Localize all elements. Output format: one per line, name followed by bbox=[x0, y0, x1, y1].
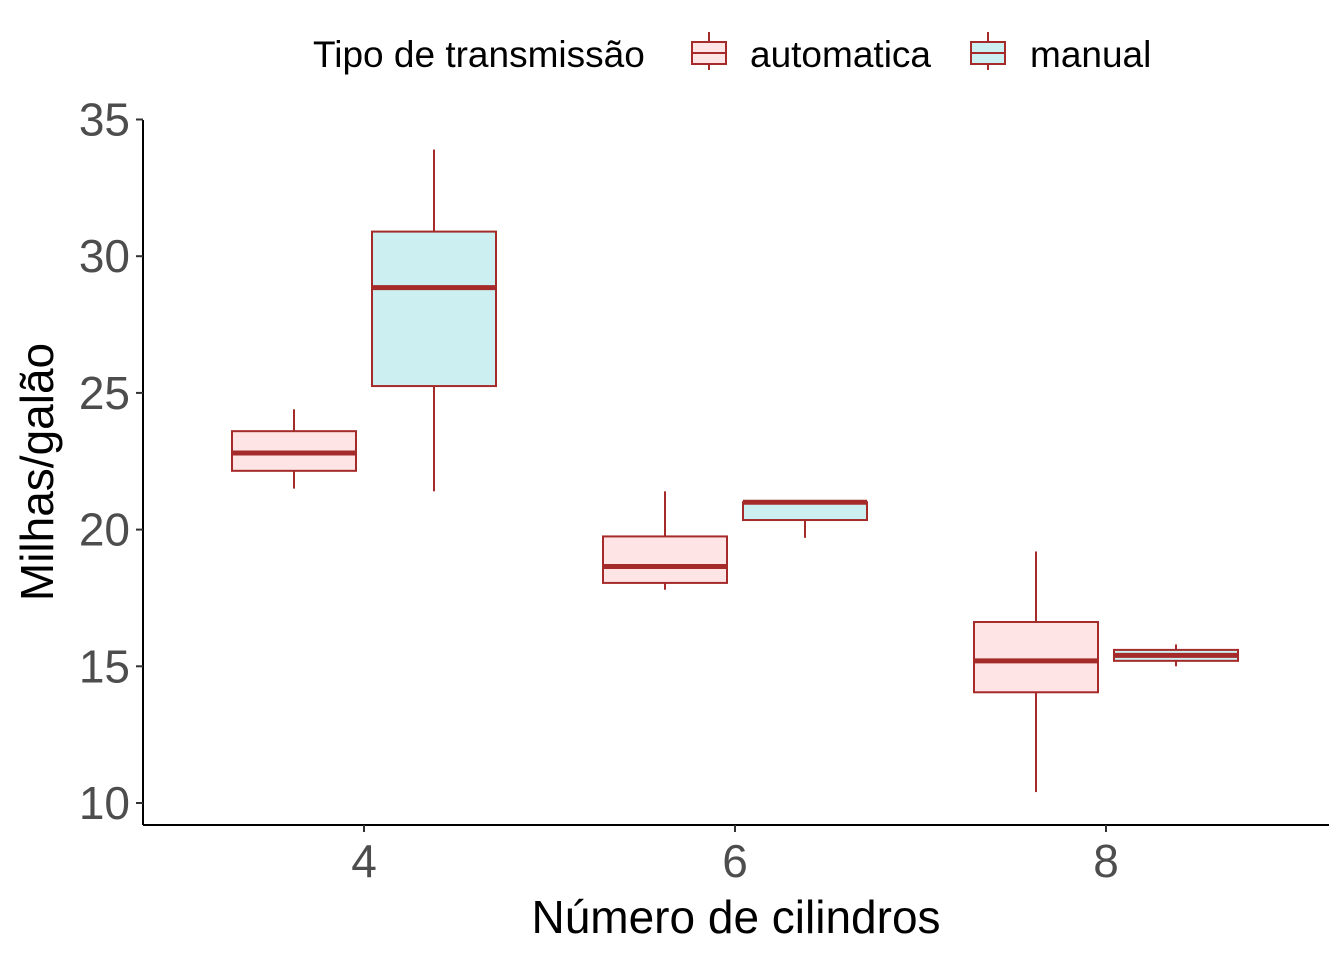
legend-label-automatica: automatica bbox=[750, 34, 931, 75]
y-tick-label: 10 bbox=[79, 777, 130, 829]
iqr-box bbox=[973, 621, 1099, 694]
y-axis-title: Milhas/galão bbox=[11, 343, 63, 601]
box-automatica-6 bbox=[602, 491, 728, 590]
box-automatica-8 bbox=[973, 551, 1099, 793]
iqr-box bbox=[602, 535, 728, 584]
legend-key-automatica bbox=[691, 32, 727, 70]
y-axis-ticks: 10 15 20 25 30 35 bbox=[79, 94, 143, 829]
box-plots bbox=[231, 149, 1239, 793]
x-tick-label: 8 bbox=[1093, 835, 1119, 887]
legend-label-manual: manual bbox=[1030, 34, 1151, 75]
iqr-box bbox=[371, 230, 497, 388]
x-axis-ticks: 4 6 8 bbox=[351, 825, 1119, 887]
x-tick-label: 6 bbox=[722, 835, 748, 887]
legend-title: Tipo de transmissão bbox=[313, 34, 645, 75]
y-tick-label: 15 bbox=[79, 640, 130, 692]
x-tick-label: 4 bbox=[351, 835, 377, 887]
x-axis-title: Número de cilindros bbox=[531, 891, 940, 943]
box-automatica-4 bbox=[231, 409, 357, 489]
box-manual-6 bbox=[742, 499, 868, 538]
iqr-box bbox=[742, 501, 868, 522]
legend: Tipo de transmissão automatica manual bbox=[313, 32, 1151, 75]
y-tick-label: 25 bbox=[79, 367, 130, 419]
y-tick-label: 20 bbox=[79, 504, 130, 556]
y-tick-label: 30 bbox=[79, 230, 130, 282]
legend-key-manual bbox=[970, 32, 1006, 70]
y-tick-label: 35 bbox=[79, 94, 130, 146]
box-manual-4 bbox=[371, 149, 497, 492]
box-manual-8 bbox=[1113, 644, 1239, 667]
